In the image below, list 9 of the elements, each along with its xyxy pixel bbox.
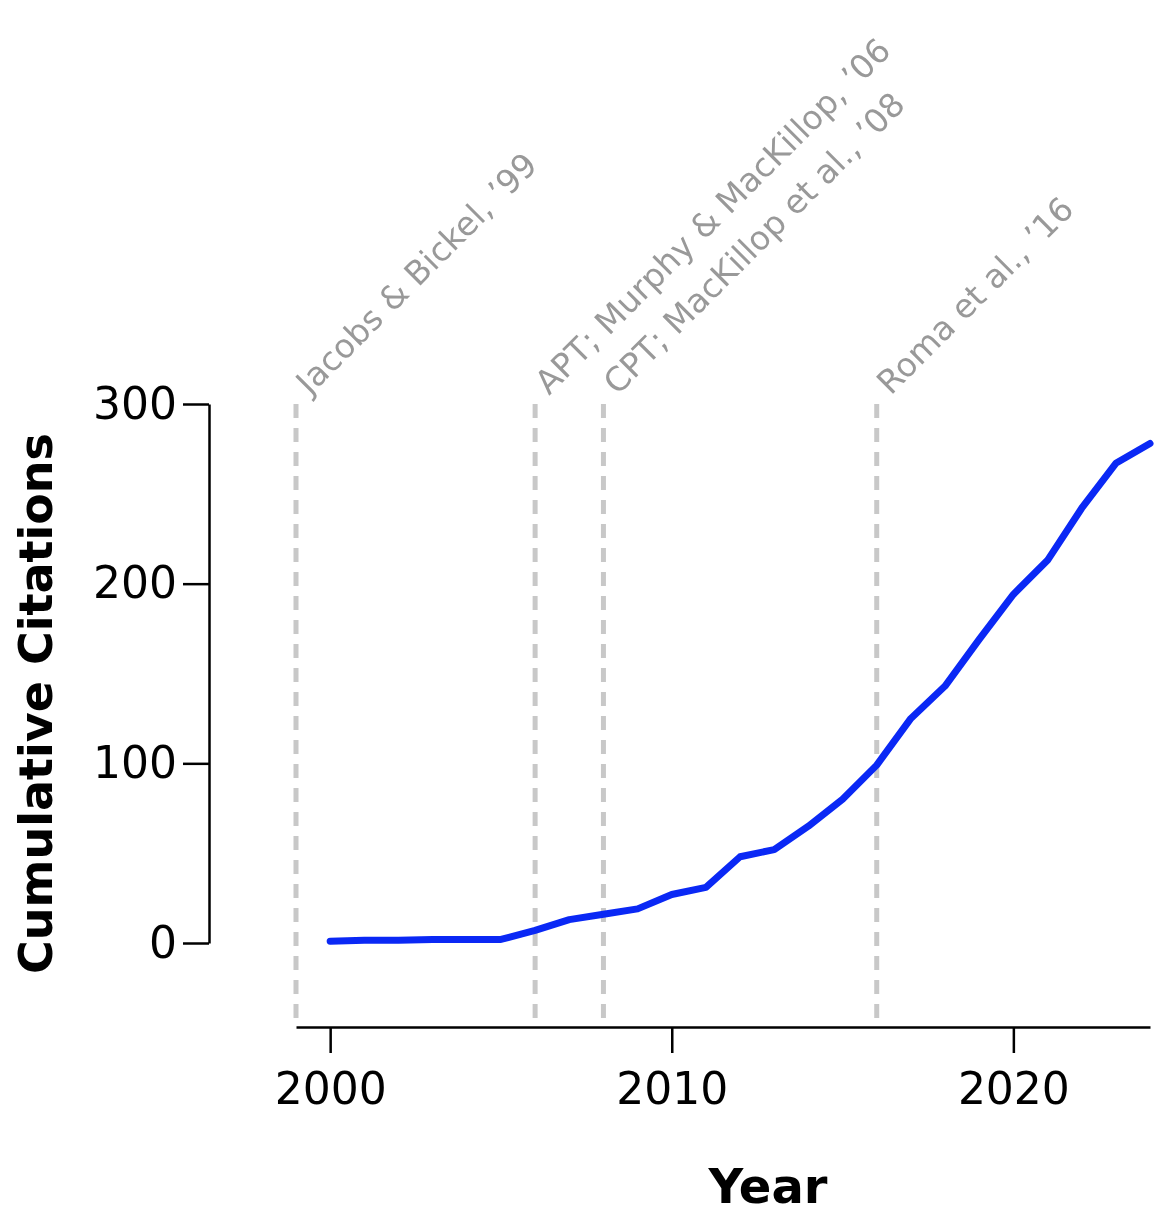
y-axis-title: Cumulative Citations bbox=[9, 433, 63, 974]
y-tick-label: 200 bbox=[93, 557, 177, 609]
y-tick-label: 0 bbox=[149, 916, 177, 968]
x-tick-label: 2010 bbox=[616, 1063, 729, 1115]
y-tick-label: 100 bbox=[93, 736, 177, 788]
x-tick-label: 2000 bbox=[274, 1063, 387, 1115]
x-axis-title: Year bbox=[707, 1158, 828, 1214]
x-tick-label: 2020 bbox=[957, 1063, 1070, 1115]
y-tick-label: 300 bbox=[93, 377, 177, 429]
